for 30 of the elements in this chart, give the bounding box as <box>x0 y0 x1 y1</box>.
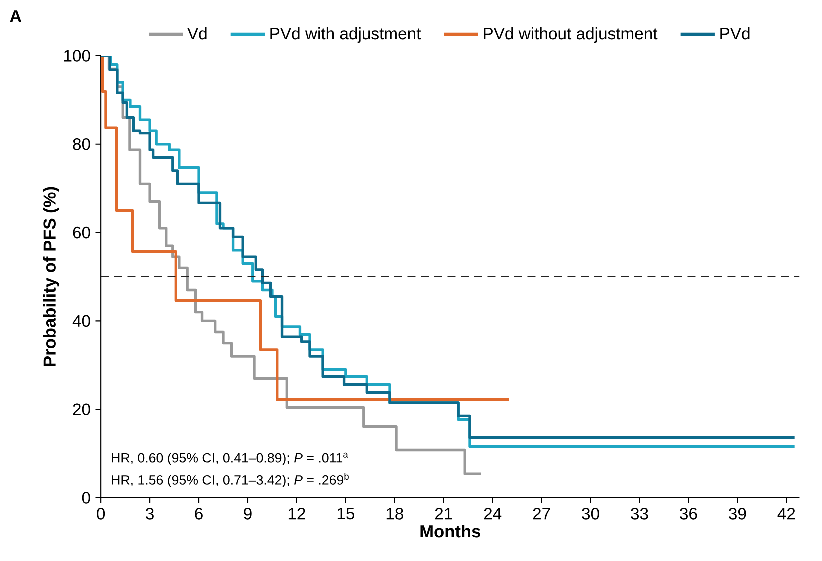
x-tick-label: 39 <box>729 508 746 520</box>
annotation: HR, 0.60 (95% CI, 0.41–0.89); P = .011$^{a}$ <box>112 452 348 466</box>
x-axis-title: Months <box>420 524 481 538</box>
x-tick-label: 30 <box>582 508 600 520</box>
y-tick-label: 20 <box>73 404 90 416</box>
y-tick-label: 40 <box>72 315 90 328</box>
x-tick-label: 27 <box>533 508 550 520</box>
x-tick-label: 6 <box>195 508 203 520</box>
x-tick-label: 24 <box>484 508 502 520</box>
legend-label: PVd <box>720 27 750 40</box>
x-tick-label: 12 <box>288 508 306 520</box>
x-tick-label: 9 <box>244 508 252 520</box>
x-tick-label: 21 <box>435 508 452 520</box>
y-axis-title: Probability of PFS (%) <box>43 187 60 366</box>
y-tick-label: 60 <box>73 226 90 239</box>
annotation: HR, 1.56 (95% CI, 0.71–3.42); P = .269$^{b}$ <box>112 473 349 488</box>
legend-label: Vd <box>188 27 207 40</box>
y-tick-label: 80 <box>73 138 90 150</box>
x-tick-label: 0 <box>97 508 106 520</box>
y-tick-label: 100 <box>64 50 90 62</box>
chart-title: A <box>10 10 22 23</box>
legend-label: PVd with adjustment <box>270 27 422 44</box>
x-tick-label: 18 <box>386 508 404 520</box>
x-tick-label: 3 <box>146 508 154 520</box>
x-tick-label: 15 <box>338 508 354 520</box>
x-tick-label: 33 <box>631 508 648 520</box>
x-tick-label: 36 <box>680 508 698 520</box>
legend-label: PVd without adjustment <box>484 27 658 44</box>
x-tick-label: 42 <box>778 508 796 520</box>
y-tick-label: 0 <box>82 492 90 504</box>
